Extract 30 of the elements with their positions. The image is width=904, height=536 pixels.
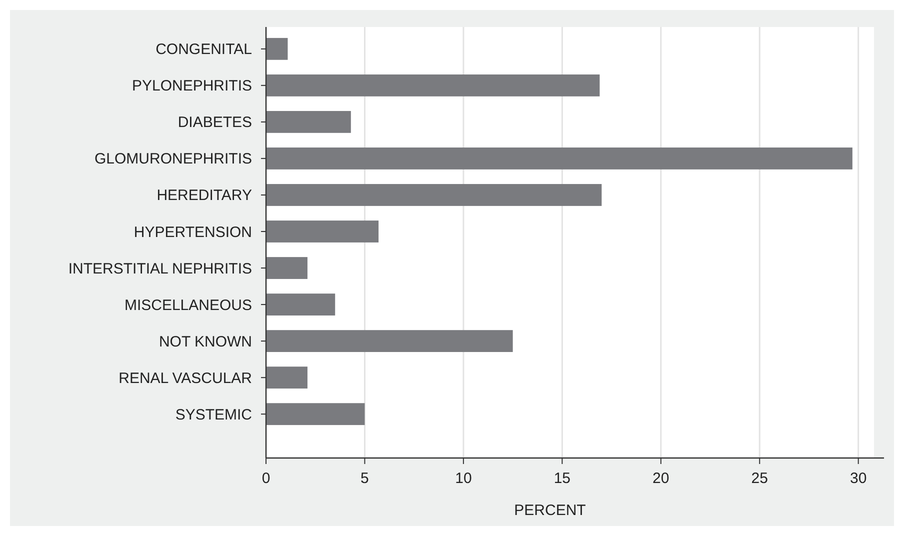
y-tick-label: HEREDITARY (156, 187, 252, 204)
x-tick-label: 5 (360, 470, 369, 487)
bar (266, 38, 288, 60)
y-tick-label: PYLONEPHRITIS (132, 78, 252, 95)
bar (266, 184, 602, 206)
bar (266, 403, 365, 426)
bar (266, 220, 379, 242)
bar (266, 294, 336, 316)
x-tick-label: 10 (455, 470, 472, 487)
bar (266, 330, 513, 352)
y-tick-label: HYPERTENSION (134, 224, 252, 241)
y-tick-label: CONGENITAL (156, 41, 252, 58)
y-tick-label: MISCELLANEOUS (124, 296, 252, 314)
bar (266, 366, 308, 389)
bar (266, 110, 351, 133)
y-tick-label: RENAL VASCULAR (118, 370, 252, 387)
bar (266, 148, 852, 170)
y-tick-label: NOT KNOWN (158, 333, 252, 350)
x-tick-label: 20 (652, 470, 670, 487)
x-tick-label: 30 (850, 470, 867, 487)
y-tick-label: GLOMURONEPHRITIS (94, 150, 252, 168)
x-axis-title: PERCENT (514, 502, 586, 519)
x-tick-label: 25 (751, 470, 768, 487)
y-tick-label: SYSTEMIC (175, 406, 252, 424)
x-tick-label: 15 (554, 470, 571, 487)
bar (266, 74, 600, 96)
bar (266, 257, 308, 279)
y-tick-label: DIABETES (178, 114, 252, 132)
x-tick-label: 0 (262, 470, 270, 487)
y-tick-label: INTERSTITIAL NEPHRITIS (68, 260, 252, 278)
